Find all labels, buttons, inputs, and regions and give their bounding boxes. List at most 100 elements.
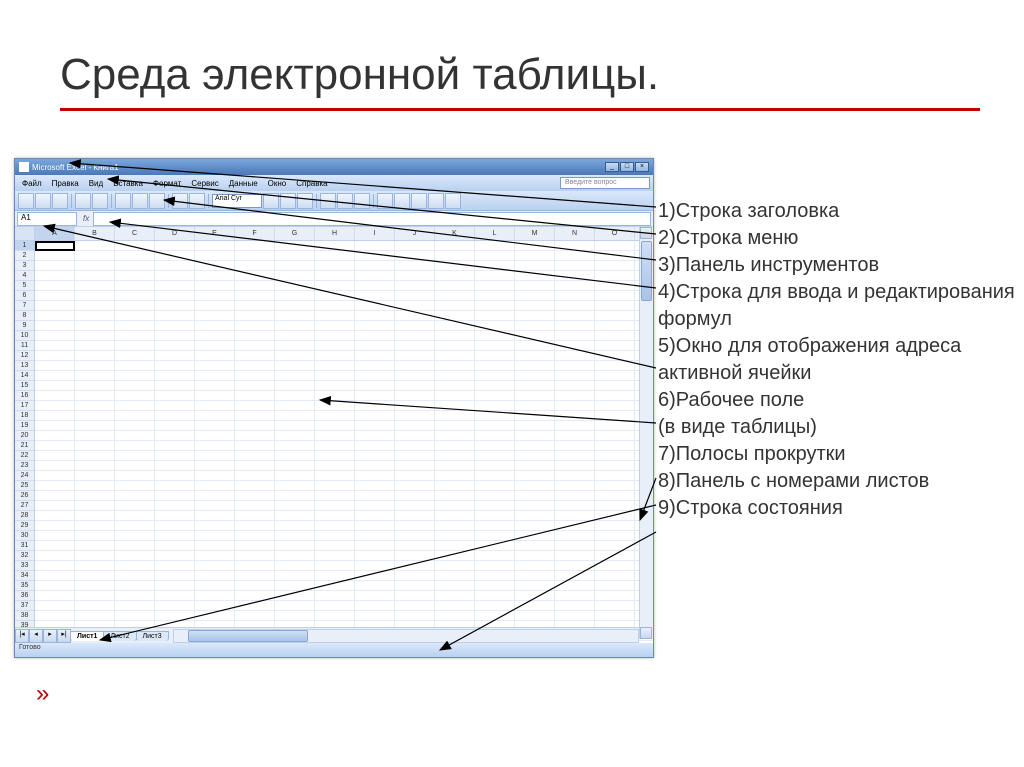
- select-all-corner[interactable]: [15, 227, 35, 241]
- name-box[interactable]: A1: [17, 212, 77, 226]
- fill-color-icon[interactable]: [428, 193, 444, 209]
- row-header-31[interactable]: 31: [15, 541, 34, 551]
- sheet-tab-2[interactable]: Лист2: [103, 631, 136, 641]
- open-icon[interactable]: [35, 193, 51, 209]
- scroll-down-button[interactable]: [640, 627, 652, 639]
- bold-icon[interactable]: [263, 193, 279, 209]
- row-header-30[interactable]: 30: [15, 531, 34, 541]
- underline-icon[interactable]: [297, 193, 313, 209]
- col-header-A[interactable]: A: [35, 227, 75, 240]
- row-header-32[interactable]: 32: [15, 551, 34, 561]
- row-header-8[interactable]: 8: [15, 311, 34, 321]
- hscroll-thumb[interactable]: [188, 630, 308, 642]
- col-header-D[interactable]: D: [155, 227, 195, 240]
- align-center-icon[interactable]: [337, 193, 353, 209]
- vertical-scrollbar[interactable]: [639, 227, 653, 639]
- menu-data[interactable]: Данные: [225, 178, 262, 189]
- maximize-button[interactable]: □: [620, 162, 634, 172]
- help-search-input[interactable]: Введите вопрос: [560, 177, 650, 189]
- cells-area[interactable]: [35, 241, 653, 641]
- col-header-J[interactable]: J: [395, 227, 435, 240]
- sheet-tab-3[interactable]: Лист3: [136, 631, 169, 641]
- col-header-L[interactable]: L: [475, 227, 515, 240]
- row-header-11[interactable]: 11: [15, 341, 34, 351]
- cut-icon[interactable]: [115, 193, 131, 209]
- row-header-34[interactable]: 34: [15, 571, 34, 581]
- row-header-4[interactable]: 4: [15, 271, 34, 281]
- menu-insert[interactable]: Вставка: [109, 178, 147, 189]
- row-header-3[interactable]: 3: [15, 261, 34, 271]
- col-header-G[interactable]: G: [275, 227, 315, 240]
- row-header-33[interactable]: 33: [15, 561, 34, 571]
- menu-format[interactable]: Формат: [149, 178, 185, 189]
- formula-input[interactable]: [93, 212, 651, 226]
- row-header-35[interactable]: 35: [15, 581, 34, 591]
- row-header-7[interactable]: 7: [15, 301, 34, 311]
- menu-window[interactable]: Окно: [264, 178, 291, 189]
- horizontal-scrollbar[interactable]: [173, 629, 639, 643]
- col-header-I[interactable]: I: [355, 227, 395, 240]
- row-header-26[interactable]: 26: [15, 491, 34, 501]
- col-header-O[interactable]: O: [595, 227, 635, 240]
- row-header-36[interactable]: 36: [15, 591, 34, 601]
- row-header-14[interactable]: 14: [15, 371, 34, 381]
- currency-icon[interactable]: [377, 193, 393, 209]
- print-icon[interactable]: [75, 193, 91, 209]
- align-left-icon[interactable]: [320, 193, 336, 209]
- italic-icon[interactable]: [280, 193, 296, 209]
- last-sheet-button[interactable]: ▸|: [57, 629, 71, 643]
- row-header-6[interactable]: 6: [15, 291, 34, 301]
- menu-view[interactable]: Вид: [85, 178, 107, 189]
- vscroll-thumb[interactable]: [641, 241, 652, 301]
- sheet-tab-1[interactable]: Лист1: [70, 631, 104, 641]
- row-header-18[interactable]: 18: [15, 411, 34, 421]
- row-header-29[interactable]: 29: [15, 521, 34, 531]
- next-sheet-button[interactable]: ▸: [43, 629, 57, 643]
- close-button[interactable]: ×: [635, 162, 649, 172]
- active-cell[interactable]: [35, 241, 75, 251]
- row-header-17[interactable]: 17: [15, 401, 34, 411]
- font-name-box[interactable]: Arial Cyr: [212, 194, 262, 208]
- col-header-F[interactable]: F: [235, 227, 275, 240]
- col-header-M[interactable]: M: [515, 227, 555, 240]
- col-header-H[interactable]: H: [315, 227, 355, 240]
- row-header-15[interactable]: 15: [15, 381, 34, 391]
- row-header-23[interactable]: 23: [15, 461, 34, 471]
- row-header-22[interactable]: 22: [15, 451, 34, 461]
- row-header-19[interactable]: 19: [15, 421, 34, 431]
- row-header-27[interactable]: 27: [15, 501, 34, 511]
- redo-icon[interactable]: [189, 193, 205, 209]
- menu-edit[interactable]: Правка: [48, 178, 83, 189]
- col-header-N[interactable]: N: [555, 227, 595, 240]
- paste-icon[interactable]: [149, 193, 165, 209]
- row-header-28[interactable]: 28: [15, 511, 34, 521]
- undo-icon[interactable]: [172, 193, 188, 209]
- menu-help[interactable]: Справка: [292, 178, 331, 189]
- menu-tools[interactable]: Сервис: [187, 178, 222, 189]
- borders-icon[interactable]: [411, 193, 427, 209]
- col-header-B[interactable]: B: [75, 227, 115, 240]
- row-header-13[interactable]: 13: [15, 361, 34, 371]
- row-header-38[interactable]: 38: [15, 611, 34, 621]
- row-header-37[interactable]: 37: [15, 601, 34, 611]
- menu-file[interactable]: Файл: [18, 178, 46, 189]
- col-header-E[interactable]: E: [195, 227, 235, 240]
- worksheet-grid[interactable]: 1234567891011121314151617181920212223242…: [15, 227, 653, 641]
- prev-sheet-button[interactable]: ◂: [29, 629, 43, 643]
- col-header-K[interactable]: K: [435, 227, 475, 240]
- row-header-20[interactable]: 20: [15, 431, 34, 441]
- copy-icon[interactable]: [132, 193, 148, 209]
- font-color-icon[interactable]: [445, 193, 461, 209]
- row-header-16[interactable]: 16: [15, 391, 34, 401]
- minimize-button[interactable]: _: [605, 162, 619, 172]
- row-header-10[interactable]: 10: [15, 331, 34, 341]
- save-icon[interactable]: [52, 193, 68, 209]
- row-header-2[interactable]: 2: [15, 251, 34, 261]
- fx-label[interactable]: fx: [79, 214, 93, 223]
- align-right-icon[interactable]: [354, 193, 370, 209]
- scroll-up-button[interactable]: [640, 227, 652, 239]
- row-header-12[interactable]: 12: [15, 351, 34, 361]
- new-icon[interactable]: [18, 193, 34, 209]
- row-header-21[interactable]: 21: [15, 441, 34, 451]
- percent-icon[interactable]: [394, 193, 410, 209]
